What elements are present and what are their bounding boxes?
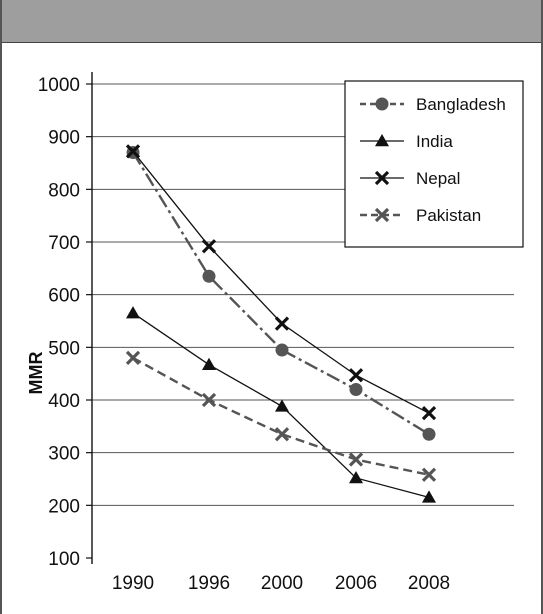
point-pakistan-2008 [421,467,437,482]
y-tick-label-400: 400 [48,391,80,412]
y-tick-label-1000: 1000 [38,75,80,96]
point-bangladesh-1996 [202,269,216,283]
point-nepal-2000 [274,316,290,331]
x-tick-label-1990: 1990 [112,573,154,594]
point-nepal-2008-stroke-b [421,406,437,421]
legend-marker-pakistan-stroke-b [374,207,390,223]
y-tick-label-600: 600 [48,286,80,307]
point-nepal-2008 [421,406,437,421]
legend-item-india: India [360,132,453,151]
x-tick-labels: 1990 1996 2000 2006 2008 [112,573,450,594]
x-tick-label-1996: 1996 [188,573,230,594]
series-pakistan [125,350,437,482]
point-nepal-1996 [201,239,217,254]
legend-item-bangladesh: Bangladesh [360,95,506,114]
y-tick-label-900: 900 [48,128,80,149]
legend-marker-pakistan [374,207,390,223]
y-tick-labels: 100 200 300 400 500 600 700 800 900 1000 [38,75,80,570]
series-nepal [125,144,437,421]
point-india-1996 [202,357,216,370]
point-nepal-2006 [348,368,364,383]
point-nepal-1996-stroke-b [201,239,217,254]
x-tick-label-2000: 2000 [261,573,303,594]
point-pakistan-1996-stroke-b [201,392,217,408]
point-nepal-2006-stroke-b [348,368,364,383]
point-pakistan-2000 [274,427,290,442]
point-bangladesh-2008 [422,427,436,441]
series-line-pakistan [132,356,430,476]
legend-label-nepal: Nepal [416,169,460,188]
x-tick-label-2008: 2008 [408,573,450,594]
y-tick-label-100: 100 [48,549,80,570]
legend-item-nepal: Nepal [360,169,460,188]
frame-border-right [541,0,543,614]
legend-box [344,80,524,248]
point-nepal-2000-stroke-b [274,316,290,331]
point-india-2000 [275,399,289,412]
legend-label-pakistan: Pakistan [416,206,481,225]
legend-label-bangladesh: Bangladesh [416,95,506,114]
legend-marker-bangladesh [375,97,389,111]
point-pakistan-2006 [348,452,364,467]
legend-marker-india [375,134,389,147]
y-tick-label-700: 700 [48,233,80,254]
point-pakistan-2000-stroke-b [274,427,290,442]
y-tick-label-500: 500 [48,338,80,359]
axes [86,72,93,564]
point-india-2008 [422,490,436,503]
point-india-2006 [349,470,363,484]
point-india-1990 [126,306,140,319]
y-tick-label-300: 300 [48,444,80,465]
series-line-bangladesh [131,151,430,436]
point-nepal-1990 [125,144,141,159]
point-bangladesh-2000 [275,343,289,357]
point-pakistan-2006-stroke-b [348,452,364,467]
y-tick-label-800: 800 [48,180,80,201]
point-pakistan-2008-stroke-b [421,467,437,482]
point-nepal-1990-stroke-b [125,144,141,159]
frame-border-left [0,0,2,614]
point-pakistan-1990 [125,350,141,365]
legend-label-india: India [416,132,453,151]
legend: Bangladesh India Nepal Pakistan [344,80,524,248]
y-axis-title: MMR [26,352,46,395]
point-pakistan-1996 [201,392,217,408]
series-group [125,144,437,503]
header-band [0,0,543,43]
legend-item-pakistan: Pakistan [360,206,481,225]
series-india [126,306,436,503]
x-tick-label-2006: 2006 [335,573,377,594]
point-bangladesh-2006 [349,382,363,396]
y-tick-label-200: 200 [48,496,80,517]
legend-marker-nepal-stroke-b [374,170,390,186]
legend-marker-nepal [374,170,390,186]
point-pakistan-1990-stroke-b [125,350,141,365]
